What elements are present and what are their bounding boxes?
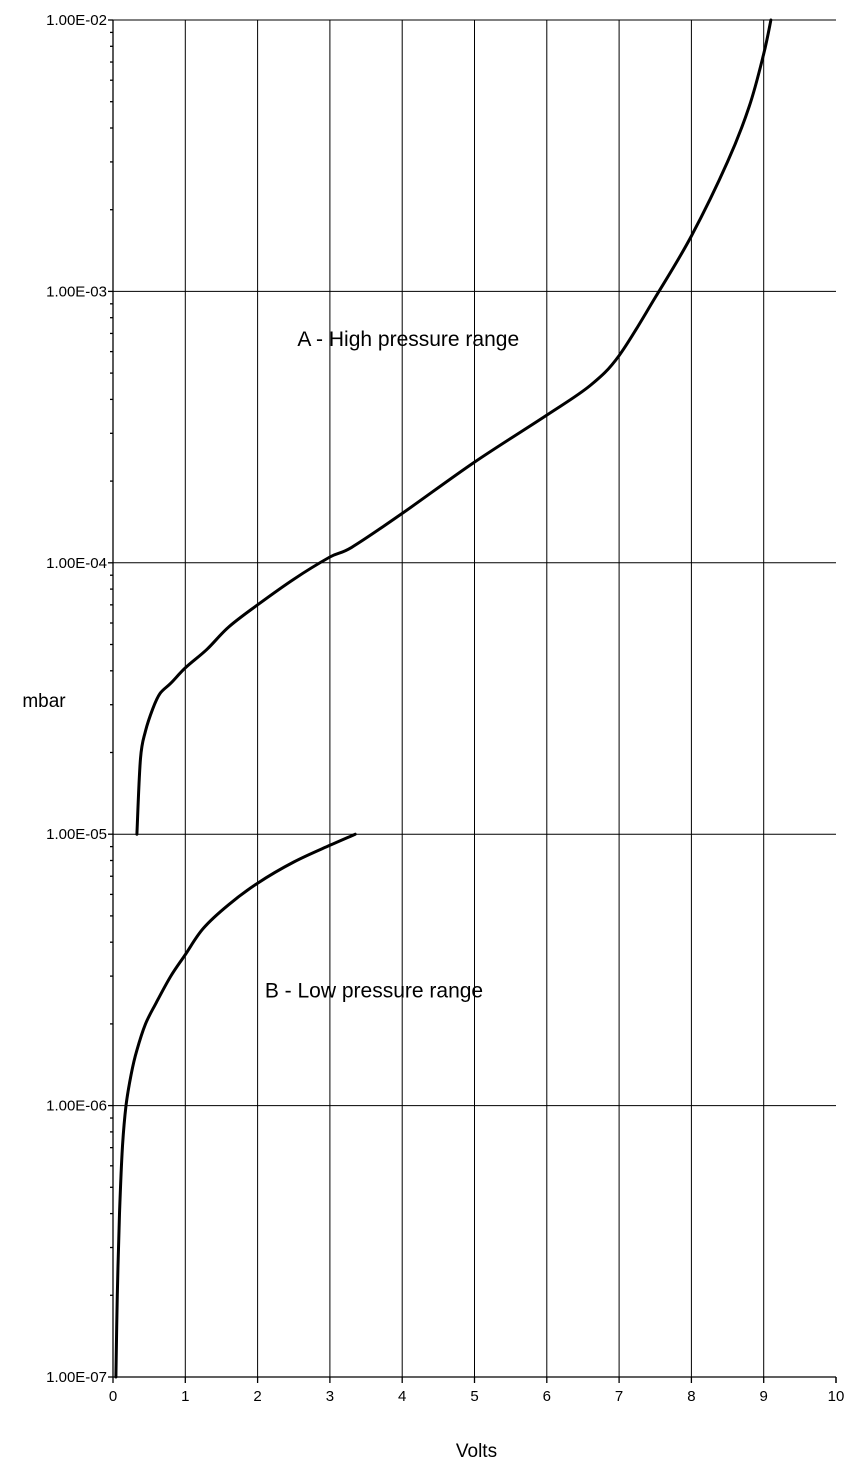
- y-tick-label: 1.00E-06: [46, 1098, 107, 1115]
- x-tick-label: 10: [828, 1388, 845, 1405]
- curve-annotation-b: B - Low pressure range: [265, 980, 483, 1003]
- x-tick-label: 4: [398, 1388, 406, 1405]
- axes: [108, 19, 837, 1383]
- x-tick-label: 9: [760, 1388, 768, 1405]
- x-tick-label: 3: [326, 1388, 334, 1405]
- x-tick-label: 1: [181, 1388, 189, 1405]
- x-tick-label: 6: [543, 1388, 551, 1405]
- labels: 0 1 2 3 4 5 6 7 8 9 10 1.00E-07 1.00E-06 1.00E-05 1.00…: [22, 12, 844, 1462]
- series-line-1: [114, 832, 357, 1379]
- x-tick-label: 2: [253, 1388, 261, 1405]
- x-tick-label: 0: [109, 1388, 117, 1405]
- y-tick-label: 1.00E-03: [46, 283, 107, 300]
- x-tick-label: 5: [470, 1388, 478, 1405]
- grid: [113, 19, 836, 1377]
- curve-annotation-a: A - High pressure range: [297, 328, 519, 351]
- y-tick-label: 1.00E-07: [46, 1369, 107, 1386]
- series-layer: [114, 18, 773, 1379]
- y-tick-label: 1.00E-02: [46, 12, 107, 29]
- x-axis-label: Volts: [456, 1441, 497, 1462]
- y-axis-label: mbar: [22, 691, 66, 712]
- x-tick-label: 8: [687, 1388, 695, 1405]
- y-tick-label: 1.00E-05: [46, 826, 107, 843]
- series-line-0: [135, 18, 773, 836]
- x-tick-label: 7: [615, 1388, 623, 1405]
- y-tick-label: 1.00E-04: [46, 555, 107, 572]
